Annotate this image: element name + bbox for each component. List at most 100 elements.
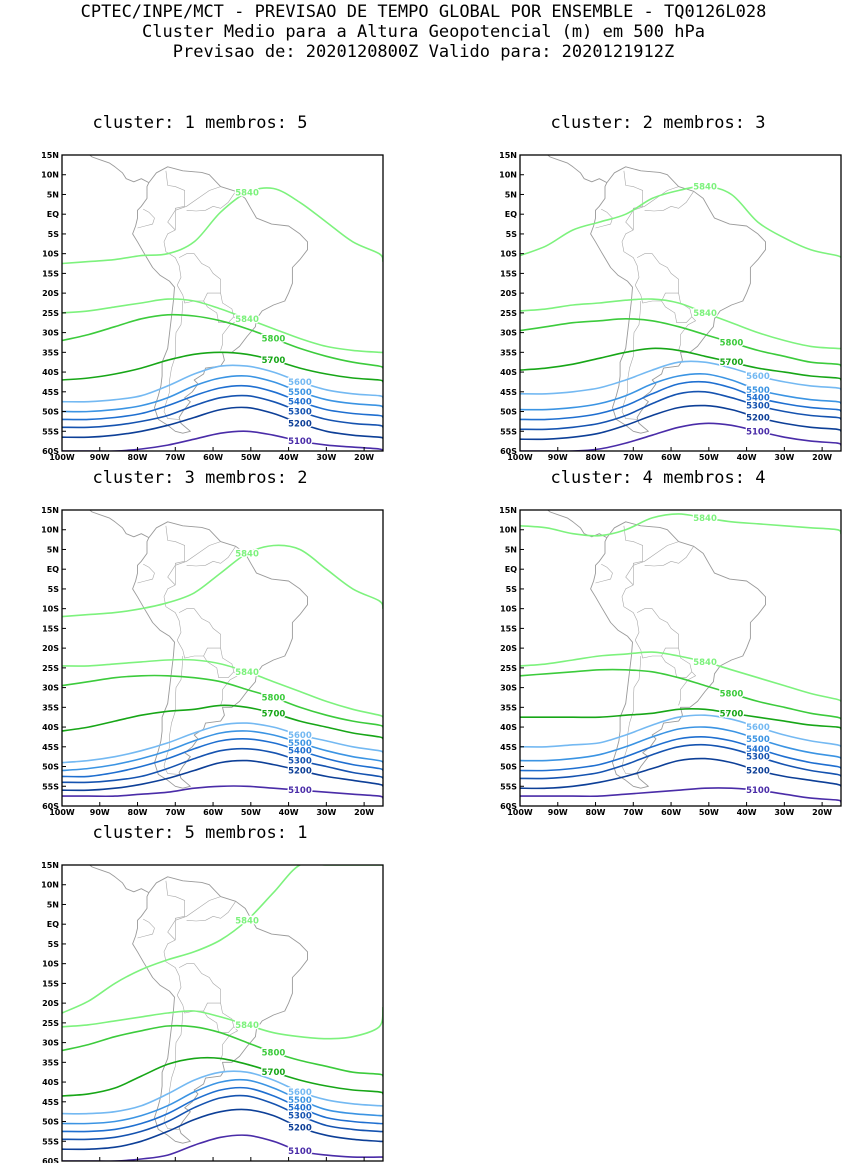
contour-label: 5300 (288, 408, 312, 418)
lat-tick-label: 30S (42, 684, 59, 693)
contour-label: 5500 (746, 735, 770, 745)
country-border (621, 584, 640, 641)
lat-tick-label: 35S (500, 348, 517, 357)
country-border (220, 1026, 239, 1061)
country-border (186, 191, 236, 212)
coastline (125, 865, 127, 866)
contour-line-5300 (62, 394, 383, 429)
lat-tick-label: 55S (42, 427, 59, 436)
contour-line-5840 (62, 187, 383, 265)
contour-line-5700 (520, 347, 841, 381)
country-border (625, 541, 679, 586)
contour-label: 5840 (235, 549, 259, 559)
lat-tick-label: 5S (48, 940, 60, 949)
contour-line-5600 (62, 722, 383, 764)
contour-line-5300 (520, 390, 841, 431)
lat-tick-label: 5S (506, 230, 518, 239)
lon-tick-label: 90W (90, 808, 110, 817)
country-border (163, 229, 182, 286)
lat-tick-label: EQ (47, 920, 59, 929)
lat-tick-label: 25S (500, 664, 517, 673)
lat-tick-label: 25S (42, 664, 59, 673)
lat-tick-label: 50S (42, 408, 59, 417)
map-frame (519, 154, 842, 452)
contour-label: 5500 (288, 739, 312, 749)
contour-line-5300 (62, 747, 383, 784)
map-plot: 5840584058005700560055005400530052005100… (499, 151, 842, 462)
lon-tick-label: 70W (165, 808, 185, 817)
country-border (176, 253, 221, 304)
contour-label: 5700 (720, 709, 744, 719)
header-line-1: CPTEC/INPE/MCT - PREVISAO DE TEMPO GLOBA… (80, 2, 767, 22)
panel-title: cluster: 4 membros: 4 (550, 468, 766, 488)
contour-line-5200 (520, 757, 841, 790)
lat-tick-label: 10N (41, 526, 59, 535)
contour-line-5700 (62, 351, 383, 383)
lat-tick-label: 10S (42, 605, 59, 614)
contour-label: 5200 (746, 766, 770, 776)
lat-tick-label: 30S (500, 684, 517, 693)
lon-tick-label: 80W (128, 808, 148, 817)
map-panel-cluster-2: cluster: 2 membros: 3 5840 5840 5800 5700 56… (458, 113, 842, 462)
map-panel-cluster-5: cluster: 5 membros: 1 5840 5840 5800 5700 56… (0, 823, 384, 1163)
contour-line-5840 (62, 544, 383, 618)
country-border (634, 253, 679, 304)
panel-title: cluster: 1 membros: 5 (92, 113, 308, 133)
lon-tick-label: 90W (548, 808, 568, 817)
lat-tick-label: 15N (499, 151, 517, 160)
country-border (203, 1003, 235, 1033)
contour-label: 5840 (235, 188, 259, 198)
contour-label: 5500 (288, 388, 312, 398)
lat-tick-label: 45S (500, 743, 517, 752)
lat-tick-label: 35S (500, 703, 517, 712)
lat-tick-label: 55S (500, 782, 517, 791)
geography-layer (62, 510, 383, 799)
contour-line-5100 (62, 785, 383, 799)
lat-tick-label: 15N (499, 506, 517, 515)
lon-tick-label: 40W (737, 808, 757, 817)
contour-line-5400 (62, 738, 383, 778)
lat-tick-label: 35S (42, 1058, 59, 1067)
coastline (546, 155, 608, 184)
coastline (132, 521, 308, 789)
lat-tick-label: 5N (47, 900, 59, 909)
lat-tick-label: EQ (505, 565, 517, 574)
lon-tick-label: 80W (586, 453, 606, 462)
country-border (186, 901, 236, 922)
lat-tick-label: 40S (42, 723, 59, 732)
contour-label: 5700 (262, 1068, 286, 1078)
lon-tick-label: 100W (507, 453, 533, 462)
lat-tick-label: 45S (42, 1098, 59, 1107)
map-plot: 5840584058005700560055005400530052005100… (499, 506, 842, 817)
geography-layer (62, 155, 383, 451)
lat-tick-label: 35S (42, 703, 59, 712)
contour-label: 5200 (288, 766, 312, 776)
contour-label: 5840 (235, 916, 259, 926)
lat-tick-label: 25S (500, 309, 517, 318)
contour-line-5400 (62, 384, 383, 421)
country-border (163, 584, 182, 641)
country-border (137, 208, 155, 229)
coastline (88, 865, 150, 894)
country-border (163, 655, 184, 775)
lat-tick-label: 30S (500, 329, 517, 338)
coastline (583, 510, 585, 511)
country-border (176, 963, 221, 1014)
lon-tick-label: 100W (49, 808, 75, 817)
country-border (163, 939, 182, 996)
lat-tick-label: 30S (42, 1039, 59, 1048)
contour-label: 5100 (288, 786, 312, 796)
country-border (644, 546, 694, 567)
country-border (634, 608, 679, 659)
country-border (186, 546, 236, 567)
country-border (165, 170, 185, 230)
lat-tick-label: 15S (500, 624, 517, 633)
country-border (220, 316, 239, 351)
contour-line-5800 (520, 668, 841, 720)
lon-tick-label: 80W (128, 453, 148, 462)
lat-tick-label: 5N (47, 190, 59, 199)
coastline (88, 510, 150, 539)
lat-tick-label: 60S (42, 802, 59, 811)
country-border (661, 293, 693, 323)
lat-tick-label: 60S (500, 447, 517, 456)
